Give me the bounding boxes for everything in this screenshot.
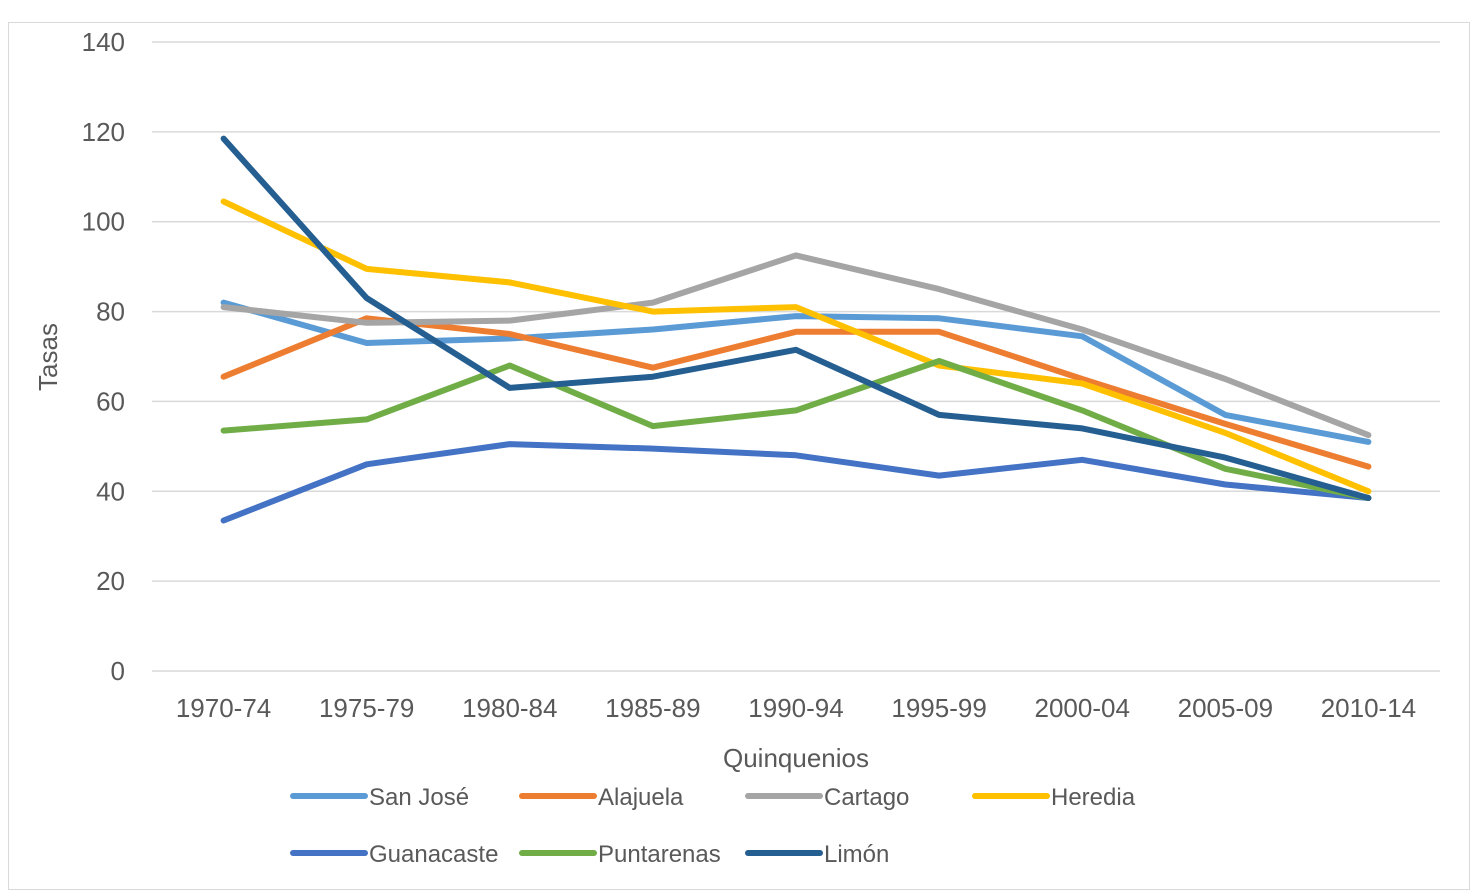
x-tick-label-1985-89: 1985-89	[605, 693, 700, 723]
y-axis-title: Tasas	[33, 323, 63, 391]
x-tick-label-2010-14: 2010-14	[1321, 693, 1416, 723]
y-tick-label-100: 100	[82, 207, 125, 237]
series-lines	[220, 135, 1372, 524]
series-line-3	[220, 252, 1372, 439]
legend-label-5: Guanacaste	[369, 841, 498, 868]
y-tick-label-140: 140	[82, 27, 125, 57]
series-line-1	[220, 299, 1372, 445]
y-tick-label-60: 60	[96, 386, 125, 416]
x-tick-label-1980-84: 1980-84	[462, 693, 557, 723]
y-axis-tick-labels: 0 20 40 60 80 100 120 140	[82, 27, 125, 686]
series-line-4	[220, 198, 1372, 495]
x-tick-label-2005-09: 2005-09	[1178, 693, 1273, 723]
x-axis-title: Quinquenios	[723, 743, 869, 773]
legend-label-1: San José	[369, 784, 469, 811]
x-tick-label-2000-04: 2000-04	[1035, 693, 1130, 723]
legend: San José Alajuela Cartago Heredia Guanacaste…	[290, 784, 1136, 868]
legend-label-4: Heredia	[1051, 784, 1136, 811]
series-line-7	[220, 135, 1372, 501]
legend-label-2: Alajuela	[598, 784, 684, 811]
y-tick-label-80: 80	[96, 297, 125, 327]
legend-label-3: Cartago	[824, 784, 909, 811]
x-tick-label-1995-99: 1995-99	[891, 693, 986, 723]
x-tick-label-1975-79: 1975-79	[319, 693, 414, 723]
y-tick-label-120: 120	[82, 117, 125, 147]
y-tick-label-0: 0	[111, 656, 125, 686]
x-tick-label-1990-94: 1990-94	[748, 693, 843, 723]
x-axis-tick-labels: 1970-74 1975-79 1980-84 1985-89 1990-94 1995-…	[176, 693, 1416, 723]
legend-label-7: Limón	[824, 841, 889, 868]
gridlines	[152, 41, 1440, 672]
legend-label-6: Puntarenas	[598, 841, 721, 868]
y-tick-label-20: 20	[96, 566, 125, 596]
series-line-5	[220, 441, 1372, 524]
chart-frame	[8, 22, 1470, 890]
y-tick-label-40: 40	[96, 476, 125, 506]
x-tick-label-1970-74: 1970-74	[176, 693, 271, 723]
